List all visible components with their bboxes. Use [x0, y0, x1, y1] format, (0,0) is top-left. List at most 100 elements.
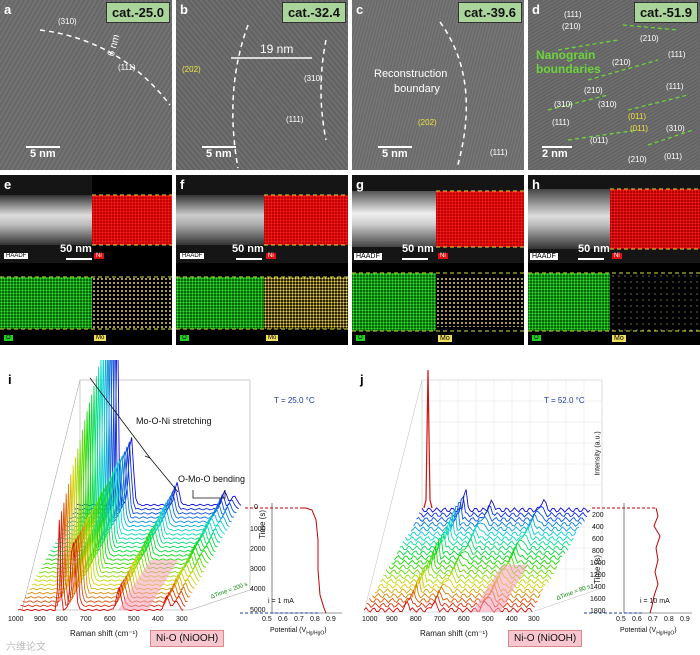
- haadf-image: [528, 189, 610, 249]
- z-axis-label-j: Intensity (a.u.): [594, 431, 602, 476]
- y-tick-i: 5000: [250, 607, 266, 614]
- o-map: [176, 277, 264, 329]
- x-tick-i: 1000: [8, 616, 24, 623]
- miller-index: (111): [118, 63, 136, 72]
- haadf-tag: HAADF: [4, 253, 29, 259]
- panel-letter: e: [4, 177, 12, 192]
- spectrum-line: [383, 565, 552, 580]
- scale-bar-label: 50 nm: [60, 243, 92, 255]
- current-label-j: i = 10 mA: [640, 598, 670, 605]
- o-map: [528, 273, 610, 331]
- mo-map: [264, 277, 348, 329]
- ni-tag: Ni: [612, 253, 622, 259]
- spectrum-line: [410, 508, 580, 532]
- ni-map: [436, 191, 524, 247]
- mo-map: [610, 273, 700, 331]
- ni-tag: Ni: [94, 253, 104, 259]
- panel-letter: d: [532, 2, 540, 17]
- spectrum-line: [394, 541, 563, 561]
- potential-line-i: [300, 507, 327, 614]
- potential-axis-label-i: Potential (VHg/HgO): [270, 627, 327, 637]
- panel-letter: f: [180, 177, 185, 192]
- pot-tick-i: 0.5: [262, 616, 272, 623]
- spectrum-line: [396, 537, 566, 556]
- spectrum-line: [22, 502, 188, 603]
- ni-map: [264, 195, 348, 245]
- temp-label-i: T = 25.0 °C: [274, 396, 315, 405]
- ni-map: [610, 189, 700, 249]
- eds-panel-g-top: g HAADF Ni 50 nm: [352, 175, 524, 263]
- haadf-image: [352, 191, 436, 247]
- mo-tag: Mo: [612, 335, 626, 342]
- miller-index: (210): [612, 58, 631, 67]
- y-tick-i: 3000: [250, 566, 266, 573]
- miller-index: (111): [668, 50, 686, 59]
- panel-letter-j: j: [360, 372, 364, 387]
- miller-index: (111): [666, 82, 684, 91]
- o-map: [352, 273, 436, 331]
- nanograin-label-1: Nanograin: [536, 48, 596, 62]
- nio-band-i: [118, 560, 178, 610]
- spectrum-line: [369, 589, 538, 604]
- tem-image-d: [528, 0, 700, 170]
- pot-tick-j: 0.7: [648, 616, 658, 623]
- tem-image-b: [176, 0, 348, 170]
- tem-panel-a: a cat.-25.0 (310) 6 nm (111) 5 nm: [0, 0, 172, 170]
- x-tick-j: 1000: [362, 616, 378, 623]
- spectrum-line: [388, 550, 558, 570]
- miller-index: (210): [640, 34, 659, 43]
- miller-index: (210): [628, 155, 647, 164]
- spectrum-line: [24, 493, 191, 599]
- y-tick-i: 4000: [250, 586, 266, 593]
- y-tick-j: 1200: [590, 572, 606, 579]
- miller-index: (011): [630, 124, 649, 133]
- pot-tick-j: 0.8: [664, 616, 674, 623]
- o-map: [0, 277, 92, 329]
- potential-curve-j: [584, 503, 692, 614]
- eds-panel-h-top: h HAADF Ni 50 nm: [528, 175, 700, 263]
- panel-letter-i: i: [8, 372, 12, 387]
- miller-index: (111): [564, 10, 582, 19]
- mo-tag: Mo: [438, 335, 452, 342]
- panel-letter: g: [356, 177, 364, 192]
- y-tick-i: 2000: [250, 546, 266, 553]
- potential-line-j: [649, 507, 661, 614]
- y-tick-j: 200: [592, 512, 604, 519]
- o-tag: O: [4, 335, 13, 341]
- annotation-text: Reconstruction: [374, 68, 448, 80]
- current-label-i: i = 1 mA: [268, 598, 294, 605]
- mo-tag: Mo: [94, 335, 107, 341]
- tem-panel-d: d cat.-51.9 Nanograin boundaries (111) (…: [528, 0, 700, 170]
- spectrum-line: [416, 501, 585, 523]
- x-tick-i: 400: [152, 616, 164, 623]
- miller-index: (111): [286, 115, 304, 124]
- ni-tag: Ni: [266, 253, 276, 259]
- raman-chart-i: [17, 360, 342, 614]
- pot-tick-i: 0.6: [278, 616, 288, 623]
- scale-bar-label: 50 nm: [578, 243, 610, 255]
- spectrum-line: [405, 520, 574, 542]
- pot-tick-j: 0.9: [680, 616, 690, 623]
- y-axis-label-i: Time (s): [258, 509, 268, 540]
- miller-index: (202): [182, 65, 201, 74]
- ni-map: [92, 195, 172, 245]
- pot-tick-i: 0.9: [326, 616, 336, 623]
- miller-index: (111): [552, 118, 570, 127]
- miller-index: (310): [666, 124, 685, 133]
- nio-label-j: Ni-O (NiOOH): [508, 630, 583, 647]
- eds-guide-lines: [0, 188, 700, 332]
- y-tick-i: 0: [254, 504, 258, 511]
- scale-bar-label: 50 nm: [232, 243, 264, 255]
- miller-index: (111): [490, 148, 508, 157]
- spectrum-line: [391, 544, 560, 566]
- y-tick-j: 1400: [590, 584, 606, 591]
- spectrum-line: [399, 534, 569, 551]
- eds-panel-e-top: e HAADF Ni 50 nm: [0, 175, 172, 263]
- x-tick-i: 800: [56, 616, 68, 623]
- spectrum-line: [421, 489, 591, 513]
- y-tick-j: 800: [592, 548, 604, 555]
- spectrum-line: [380, 569, 549, 585]
- haadf-tag: HAADF: [530, 253, 558, 260]
- miller-index: (210): [584, 86, 603, 95]
- spectra-i: [17, 360, 242, 612]
